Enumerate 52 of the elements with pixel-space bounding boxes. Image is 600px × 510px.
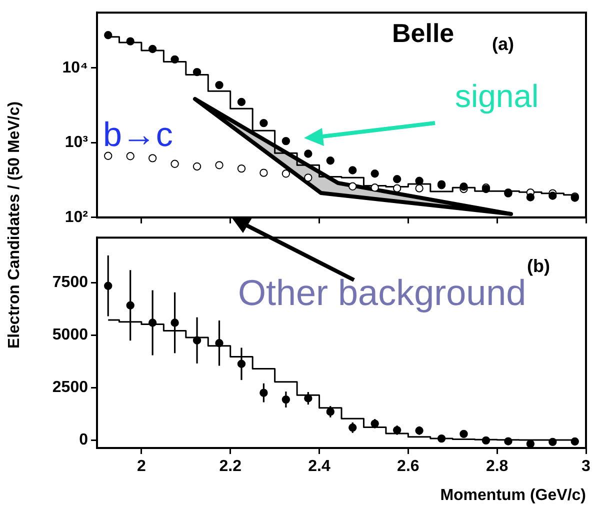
- point: [260, 118, 268, 128]
- annotation: Belle: [392, 18, 454, 49]
- x-tick-label: 2: [137, 458, 146, 476]
- point: [304, 174, 312, 182]
- point: [282, 170, 290, 178]
- annotation: Other background: [238, 272, 526, 314]
- point: [126, 152, 134, 160]
- point: [104, 30, 112, 40]
- x-tick-label: 3: [582, 458, 591, 476]
- y-tick-label: 10⁴: [62, 59, 88, 76]
- point: [526, 193, 535, 202]
- y-tick-label: 10³: [64, 134, 88, 152]
- point: [370, 170, 379, 178]
- y-tick-label: 7500: [52, 274, 88, 292]
- point: [237, 98, 246, 106]
- point: [215, 161, 224, 170]
- point: [126, 37, 134, 46]
- x-tick-label: 2.2: [219, 458, 242, 476]
- point: [415, 184, 424, 192]
- point: [548, 192, 557, 200]
- point: [192, 68, 202, 76]
- point: [215, 80, 224, 90]
- x-tick-label: 2.6: [397, 458, 420, 476]
- point: [460, 182, 468, 191]
- point: [192, 162, 202, 171]
- x-tick-label: 2.4: [308, 458, 330, 476]
- y-tick-label: 2500: [52, 378, 88, 396]
- point: [370, 184, 379, 192]
- point: [326, 156, 334, 165]
- annotation: (a): [492, 34, 514, 55]
- x-axis-title: Momentum (GeV/c): [440, 486, 586, 504]
- point: [170, 55, 179, 64]
- annotation: (b): [527, 256, 550, 277]
- y-tick-label: 5000: [52, 326, 88, 344]
- annotation: signal: [455, 78, 539, 115]
- point: [170, 160, 179, 168]
- y-axis-title: Electron Candidates / (50 MeV/c): [6, 101, 24, 349]
- point: [148, 44, 157, 54]
- point: [260, 168, 268, 177]
- point: [237, 164, 246, 173]
- point: [348, 182, 357, 190]
- x-tick-label: 2.8: [486, 458, 508, 476]
- point: [282, 136, 290, 146]
- point: [392, 175, 402, 184]
- point: [392, 184, 402, 192]
- point: [304, 150, 312, 158]
- point: [148, 154, 157, 162]
- y-tick-label: 10²: [64, 208, 88, 226]
- point: [348, 166, 357, 174]
- point: [104, 152, 112, 160]
- annotation: b→c: [103, 116, 173, 155]
- y-tick-label: 0: [79, 431, 88, 448]
